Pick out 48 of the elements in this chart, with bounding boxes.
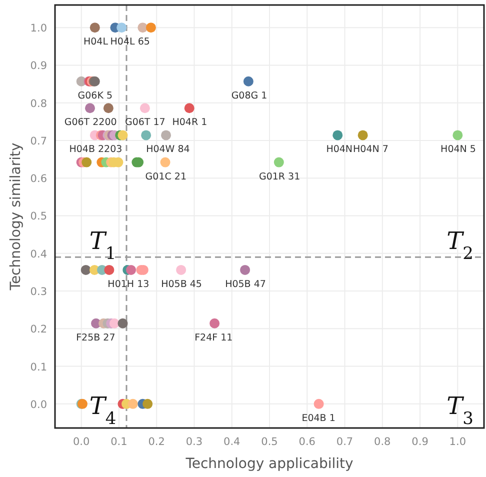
x-axis-title: Technology applicability xyxy=(184,456,354,472)
y-tick-label: 0.5 xyxy=(30,210,47,223)
annotation: H04L 65 xyxy=(110,36,150,48)
x-tick-label: 0.6 xyxy=(298,436,316,448)
annotation: G01R 31 xyxy=(258,171,300,182)
x-tick-label: 0.0 xyxy=(72,436,90,448)
annotation: T$_{2}$ xyxy=(446,227,474,264)
y-tick-label: 1.0 xyxy=(30,22,47,35)
x-tick-label: 0.7 xyxy=(336,436,354,448)
annotation: E04B 1 xyxy=(302,412,336,424)
y-tick-label: 0.8 xyxy=(30,98,47,110)
annotation: H04W 84 xyxy=(146,144,190,156)
x-tick-label: 1.0 xyxy=(449,436,466,448)
annotation: H01H 13 xyxy=(108,278,150,290)
annotation: H05B 47 xyxy=(225,278,266,290)
x-tick-label: 0.9 xyxy=(412,436,428,448)
annotation: H04N 5 xyxy=(440,144,476,156)
y-tick-label: 0.2 xyxy=(30,324,47,336)
annotation: G01C 21 xyxy=(145,171,187,182)
x-tick-label: 0.4 xyxy=(224,436,241,448)
annotation: H04R 1 xyxy=(172,117,208,128)
annotation: F24F 11 xyxy=(194,332,233,344)
y-tick-label: 0.0 xyxy=(30,398,47,411)
annotation: T$_{3}$ xyxy=(446,392,474,429)
x-tick-label: 0.5 xyxy=(261,436,278,448)
annotation: F25B 27 xyxy=(76,332,116,344)
annotation: G06T 2200 xyxy=(64,117,117,128)
x-tick-label: 0.2 xyxy=(148,436,165,448)
annotation: H05B 45 xyxy=(161,278,202,290)
x-tick-label: 0.3 xyxy=(186,436,203,448)
y-tick-label: 0.7 xyxy=(30,135,47,148)
y-tick-label: 0.9 xyxy=(30,60,47,72)
annotation: H04N xyxy=(326,144,353,156)
y-axis-title: Technology similarity xyxy=(8,142,24,292)
annotation: G06K 5 xyxy=(78,90,113,102)
annotation: H04B 2203 xyxy=(69,144,122,156)
annotation: H04N 7 xyxy=(353,144,388,156)
y-tick-label: 0.1 xyxy=(30,361,47,374)
y-tick-label: 0.6 xyxy=(30,173,48,186)
annotation: H04L xyxy=(83,36,109,48)
x-tick-label: 0.1 xyxy=(110,436,128,448)
y-tick-label: 0.3 xyxy=(30,286,47,298)
annotation: G08G 1 xyxy=(231,90,268,102)
annotation: G06T 17 xyxy=(124,117,166,128)
x-tick-label: 0.8 xyxy=(374,436,391,448)
annotation: T$_{1}$ xyxy=(89,227,116,264)
annotation: T$_{4}$ xyxy=(89,392,116,429)
y-tick-label: 0.4 xyxy=(30,248,48,260)
